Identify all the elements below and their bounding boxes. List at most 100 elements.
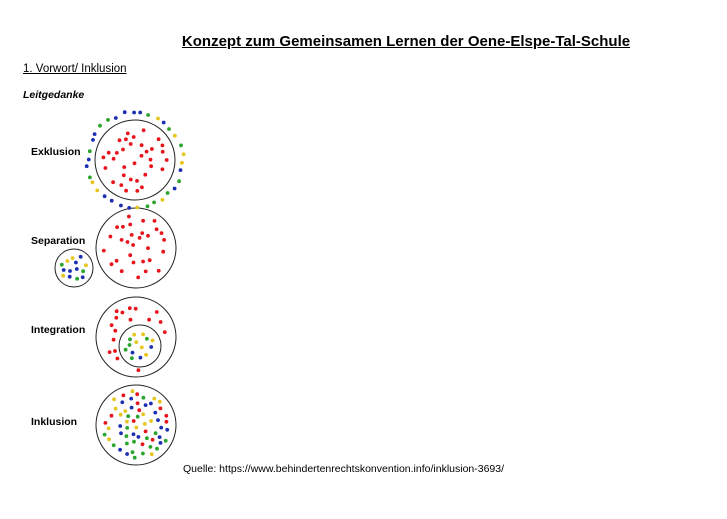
exklusion-dot	[103, 166, 108, 170]
exklusion-outer-dot	[88, 175, 92, 180]
section-heading: 1. Vorwort/ Inklusion	[23, 63, 127, 75]
separation-small-dot	[74, 267, 79, 271]
exklusion-outer-dot	[160, 197, 165, 202]
exklusion-dot	[124, 137, 128, 142]
separation-small-dot	[67, 274, 72, 279]
inklusion-dot	[143, 429, 148, 434]
inklusion-dot	[141, 451, 145, 456]
source-citation: Quelle: https://www.behindertenrechtskon…	[183, 463, 505, 475]
exklusion-dot	[139, 143, 144, 148]
inklusion-dot	[111, 443, 116, 448]
exklusion-outer-dot	[179, 143, 183, 148]
inklusion-dot	[107, 437, 111, 442]
integration-inner-dot	[128, 337, 132, 342]
exklusion-outer-dot	[152, 200, 157, 205]
exklusion-dot	[141, 128, 146, 133]
inklusion-dot	[131, 432, 136, 437]
inklusion-dot	[135, 392, 140, 397]
integration-dot	[162, 330, 167, 334]
inklusion-dot	[159, 425, 164, 430]
inklusion-dot	[157, 399, 162, 404]
exklusion-dot	[111, 156, 116, 161]
separation-small-dot	[81, 269, 85, 274]
integration-inner-dot	[149, 345, 154, 349]
inklusion-dot	[106, 426, 111, 431]
separation-small-dot	[70, 256, 75, 260]
inklusion-dot	[143, 403, 148, 407]
inklusion-dot	[124, 434, 129, 438]
exklusion-dot	[114, 151, 119, 155]
separation-dot	[141, 259, 146, 264]
separation-small-dot	[84, 263, 88, 268]
integration-inner-dot	[138, 355, 143, 360]
exklusion-dot	[148, 157, 153, 162]
inklusion-dot	[125, 426, 130, 430]
exklusion-dot	[128, 142, 133, 146]
separation-dot	[161, 249, 166, 254]
exklusion-outer-dot	[138, 110, 143, 115]
inklusion-dot	[125, 441, 129, 446]
inklusion-dot	[118, 424, 123, 428]
stage-label-integration: Integration	[31, 324, 86, 336]
inklusion-dot	[152, 396, 157, 401]
separation-dot	[128, 222, 133, 227]
exklusion-outer-dot	[177, 179, 182, 184]
separation-dot	[128, 253, 133, 258]
exklusion-outer-dot	[90, 180, 95, 185]
integration-inner-dot	[144, 352, 149, 357]
exklusion-circle	[94, 119, 176, 201]
separation-dot	[147, 258, 152, 263]
integration-inner-dot	[123, 347, 128, 352]
exklusion-dot	[117, 138, 122, 143]
separation-dot	[119, 238, 124, 242]
exklusion-outer-dot	[156, 116, 160, 121]
inklusion-dot	[126, 414, 131, 419]
integration-dot	[158, 320, 163, 324]
exklusion-outer-dot	[91, 138, 95, 142]
inklusion-dot	[103, 421, 108, 425]
integration-inner-dot	[127, 343, 132, 347]
inklusion-dot	[132, 455, 137, 460]
inklusion-dot	[132, 439, 136, 444]
exklusion-outer-dot	[113, 116, 118, 120]
exklusion-outer-dot	[109, 198, 114, 203]
exklusion-outer-dot	[167, 127, 171, 131]
exklusion-dot	[150, 147, 154, 151]
separation-main-circle	[95, 207, 177, 289]
exklusion-outer-dot	[165, 191, 170, 195]
separation-dot	[143, 269, 148, 274]
exklusion-outer-dot	[178, 168, 183, 173]
integration-dot	[114, 315, 119, 320]
inklusion-dot	[120, 400, 125, 405]
integration-dot	[147, 317, 152, 322]
inklusion-dot	[164, 413, 169, 418]
exklusion-outer-dot	[106, 118, 110, 122]
separation-dot	[114, 258, 119, 263]
exklusion-outer-dot	[86, 157, 91, 162]
separation-dot	[125, 240, 130, 244]
exklusion-outer-dot	[181, 152, 186, 157]
exklusion-dot	[111, 180, 115, 185]
inklusion-dot	[102, 432, 107, 437]
exklusion-dot	[124, 188, 128, 193]
exklusion-outer-dot	[173, 133, 177, 138]
separation-small-dot	[78, 254, 83, 259]
inklusion-dot	[148, 445, 153, 449]
exklusion-dot	[135, 179, 139, 183]
inklusion-dot	[149, 419, 153, 423]
integration-inner-dot	[141, 332, 146, 337]
exklusion-outer-dot	[122, 110, 127, 115]
separation-dot	[137, 236, 142, 240]
inklusion-dot	[129, 396, 134, 401]
integration-dot	[154, 310, 159, 314]
integration-inner-dot	[130, 356, 134, 361]
exklusion-outer-dot	[119, 203, 123, 208]
integration-dot	[109, 323, 114, 328]
inklusion-dot	[158, 406, 163, 411]
separation-dot	[101, 248, 106, 253]
inklusion-dot	[149, 401, 153, 406]
exklusion-dot	[160, 149, 165, 154]
inklusion-dot	[112, 397, 116, 402]
exklusion-outer-dot	[172, 186, 177, 191]
